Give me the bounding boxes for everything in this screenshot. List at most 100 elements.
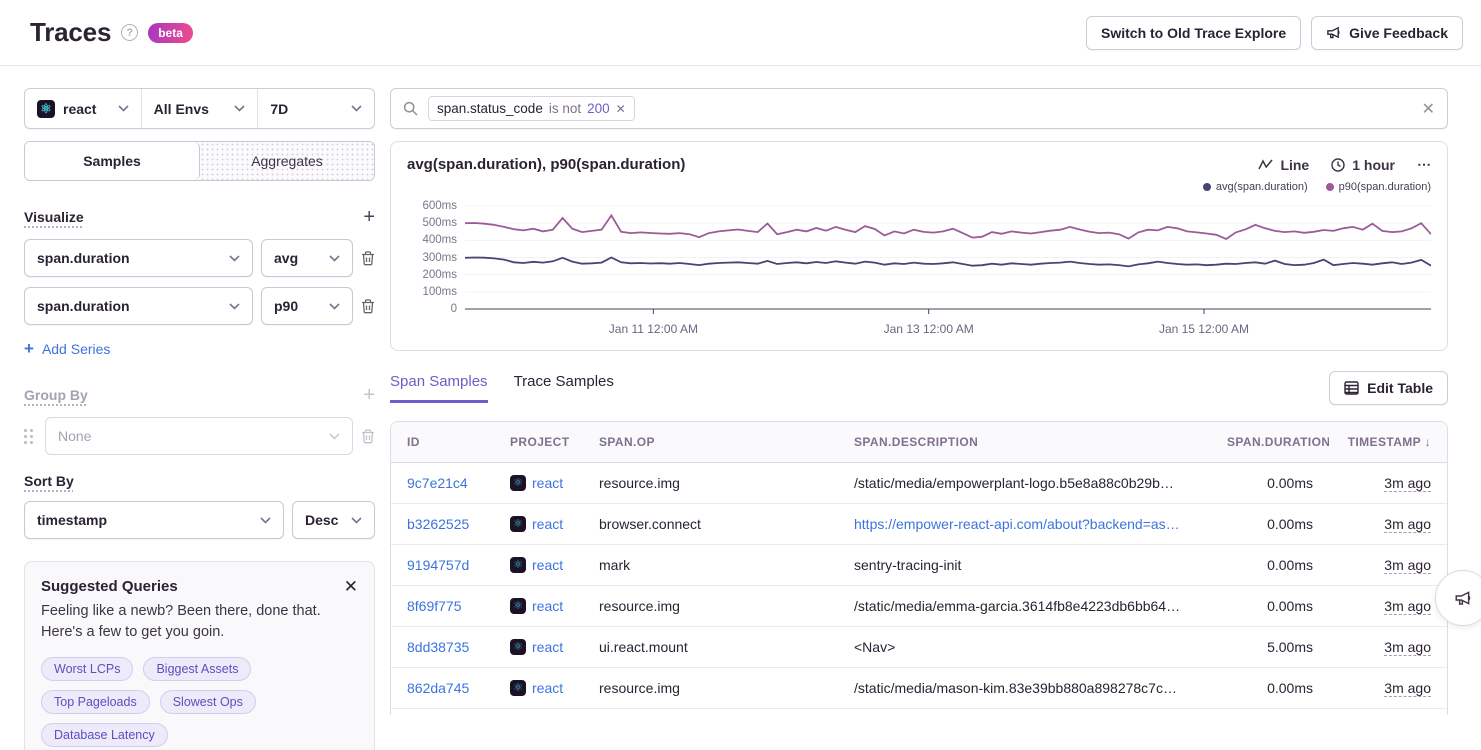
tab-samples[interactable]: Samples bbox=[25, 142, 200, 180]
visualize-field-select-0[interactable]: span.duration bbox=[24, 239, 253, 277]
suggested-chip-database-latency[interactable]: Database Latency bbox=[41, 723, 168, 748]
column-header-project[interactable]: PROJECT bbox=[510, 435, 570, 449]
project-name: react bbox=[532, 516, 564, 532]
span-id-link[interactable]: 862da745 bbox=[407, 680, 470, 696]
chevron-down-icon bbox=[118, 105, 129, 112]
sort-descending-icon: ↓ bbox=[1424, 435, 1431, 449]
delete-series-icon[interactable] bbox=[361, 250, 375, 266]
suggested-chip-worst-lcps[interactable]: Worst LCPs bbox=[41, 657, 134, 682]
give-feedback-button[interactable]: Give Feedback bbox=[1311, 15, 1463, 50]
add-visualize-icon[interactable]: + bbox=[363, 206, 375, 228]
tab-trace-samples[interactable]: Trace Samples bbox=[513, 373, 614, 390]
group-by-heading: Group By bbox=[24, 387, 88, 403]
chart-title: avg(span.duration), p90(span.duration) bbox=[407, 156, 686, 173]
timestamp-cell[interactable]: 3m ago bbox=[1329, 545, 1447, 585]
tab-aggregates[interactable]: Aggregates bbox=[200, 142, 374, 180]
column-header-timestamp[interactable]: TIMESTAMP ↓ bbox=[1329, 422, 1447, 462]
timestamp-value: 3m ago bbox=[1384, 475, 1431, 491]
search-input[interactable]: span.status_code is not 200 ✕ ✕ bbox=[390, 88, 1448, 129]
legend-item[interactable]: avg(span.duration) bbox=[1202, 181, 1308, 193]
filter-token-remove-icon[interactable]: ✕ bbox=[615, 101, 626, 116]
filter-token-value: 200 bbox=[587, 101, 610, 116]
visualize-aggregate-select-1[interactable]: p90 bbox=[261, 287, 353, 325]
filter-token[interactable]: span.status_code is not 200 ✕ bbox=[428, 96, 635, 121]
visualize-aggregate-label: p90 bbox=[274, 298, 299, 314]
span-id-link[interactable]: 8dd38735 bbox=[407, 639, 470, 655]
chart-interval-button[interactable]: 1 hour bbox=[1331, 157, 1395, 173]
legend-dot-icon bbox=[1202, 183, 1211, 191]
visualize-field-select-1[interactable]: span.duration bbox=[24, 287, 253, 325]
date-range-filter[interactable]: 7D bbox=[257, 89, 374, 128]
sort-by-heading: Sort By bbox=[24, 473, 74, 489]
switch-old-explore-label: Switch to Old Trace Explore bbox=[1101, 24, 1287, 41]
filter-token-key: span.status_code bbox=[437, 101, 543, 116]
floating-feedback-button[interactable] bbox=[1435, 570, 1481, 626]
chevron-down-icon bbox=[260, 516, 271, 524]
delete-group-by-icon[interactable] bbox=[361, 428, 375, 444]
span-duration: 0.00ms bbox=[1267, 475, 1313, 491]
tab-span-samples[interactable]: Span Samples bbox=[390, 373, 488, 403]
project-link[interactable]: ⚛ react bbox=[494, 463, 583, 503]
chart-x-axis: Jan 11 12:00 AM Jan 13 12:00 AM Jan 15 12:… bbox=[465, 314, 1431, 340]
legend-label: avg(span.duration) bbox=[1215, 181, 1308, 193]
close-icon[interactable]: ✕ bbox=[343, 577, 358, 596]
project-link[interactable]: ⚛ react bbox=[494, 627, 583, 667]
project-link[interactable]: ⚛ react bbox=[494, 668, 583, 708]
span-id-link[interactable]: 8f69f775 bbox=[407, 598, 462, 614]
app-header: Traces ? beta Switch to Old Trace Explor… bbox=[0, 0, 1481, 66]
span-id-link[interactable]: 9194757d bbox=[407, 557, 470, 573]
chevron-down-icon bbox=[229, 254, 240, 262]
span-description: /static/media/emma-garcia.3614fb8e4223db… bbox=[854, 598, 1181, 614]
add-series-button[interactable]: + Add Series bbox=[24, 339, 375, 359]
timestamp-cell[interactable]: 3m ago bbox=[1329, 463, 1447, 503]
edit-table-button[interactable]: Edit Table bbox=[1329, 371, 1448, 405]
suggested-chip-slowest-ops[interactable]: Slowest Ops bbox=[159, 690, 256, 715]
sort-direction-label: Desc bbox=[305, 512, 339, 528]
column-header-span-description[interactable]: SPAN.DESCRIPTION bbox=[854, 435, 979, 449]
visualize-aggregate-select-0[interactable]: avg bbox=[261, 239, 353, 277]
chevron-down-icon bbox=[351, 105, 362, 112]
span-id-link[interactable]: b3262525 bbox=[407, 516, 470, 532]
x-axis-tick-label: Jan 15 12:00 AM bbox=[1158, 322, 1250, 336]
column-header-id[interactable]: ID bbox=[407, 435, 420, 449]
line-chart-icon bbox=[1258, 158, 1274, 169]
suggested-chip-biggest-assets[interactable]: Biggest Assets bbox=[143, 657, 252, 682]
sort-direction-select[interactable]: Desc bbox=[292, 501, 375, 539]
column-header-span-op[interactable]: SPAN.OP bbox=[599, 435, 655, 449]
project-filter[interactable]: ⚛ react bbox=[25, 89, 141, 128]
legend-item[interactable]: p90(span.duration) bbox=[1325, 181, 1431, 193]
span-duration: 0.00ms bbox=[1267, 557, 1313, 573]
chevron-down-icon bbox=[329, 432, 340, 440]
beta-badge: beta bbox=[148, 22, 193, 43]
project-link[interactable]: ⚛ react bbox=[494, 545, 583, 585]
group-by-placeholder: None bbox=[58, 428, 92, 444]
table-row: 8dd38735 ⚛ react ui.react.mount <Nav> 5.0… bbox=[391, 627, 1447, 668]
delete-series-icon[interactable] bbox=[361, 298, 375, 314]
span-description-link[interactable]: https://empower-react-api.com/about?back… bbox=[854, 516, 1180, 532]
chart-legend: avg(span.duration) p90(span.duration) bbox=[407, 181, 1431, 193]
drag-handle-icon[interactable] bbox=[24, 428, 33, 444]
chart-plot[interactable] bbox=[465, 199, 1431, 314]
add-group-by-icon[interactable]: + bbox=[363, 384, 375, 406]
table-row: 9c7e21c4 ⚛ react resource.img /static/med… bbox=[391, 463, 1447, 504]
help-icon[interactable]: ? bbox=[121, 24, 139, 41]
chart-type-button[interactable]: Line bbox=[1258, 157, 1309, 173]
timestamp-cell[interactable]: 3m ago bbox=[1329, 627, 1447, 667]
timestamp-cell[interactable]: 3m ago bbox=[1329, 586, 1447, 626]
legend-label: p90(span.duration) bbox=[1338, 181, 1431, 193]
project-link[interactable]: ⚛ react bbox=[494, 586, 583, 626]
project-link[interactable]: ⚛ react bbox=[494, 504, 583, 544]
environment-filter[interactable]: All Envs bbox=[140, 89, 258, 128]
sort-field-select[interactable]: timestamp bbox=[24, 501, 284, 539]
switch-old-explore-button[interactable]: Switch to Old Trace Explore bbox=[1086, 15, 1302, 50]
timestamp-cell[interactable]: 3m ago bbox=[1329, 504, 1447, 544]
group-by-select[interactable]: None bbox=[45, 417, 353, 455]
y-axis-tick-label: 600ms bbox=[422, 200, 457, 212]
span-op: resource.img bbox=[599, 680, 680, 696]
timestamp-cell[interactable]: 3m ago bbox=[1329, 668, 1447, 708]
search-clear-icon[interactable]: ✕ bbox=[1421, 100, 1435, 118]
suggested-chip-top-pageloads[interactable]: Top Pageloads bbox=[41, 690, 150, 715]
column-header-span-duration[interactable]: SPAN.DURATION bbox=[1227, 435, 1329, 449]
chart-more-options-icon[interactable]: ⋯ bbox=[1417, 156, 1431, 172]
span-id-link[interactable]: 9c7e21c4 bbox=[407, 475, 468, 491]
